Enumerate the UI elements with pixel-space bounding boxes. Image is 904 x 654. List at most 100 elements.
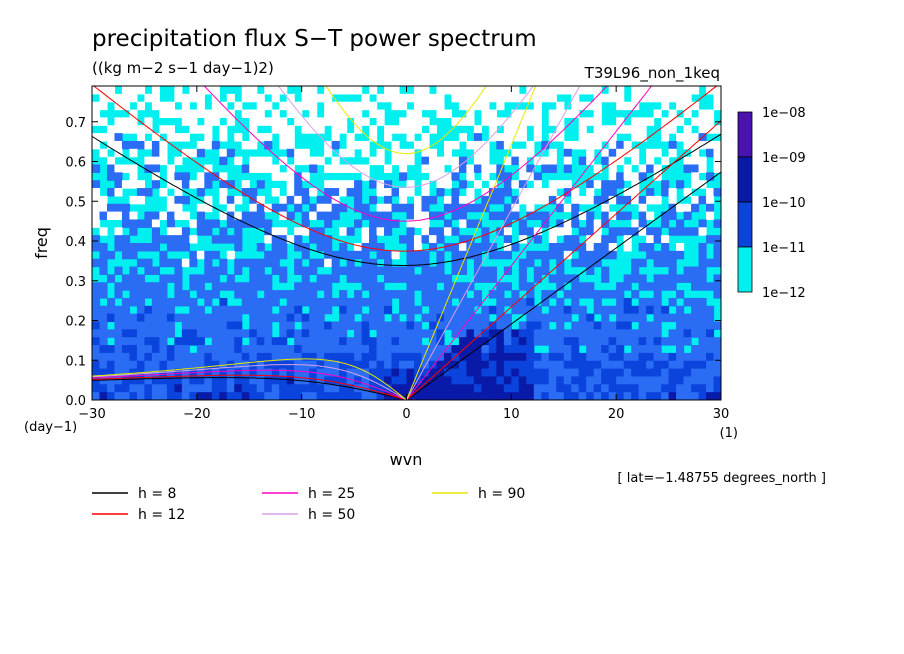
power-cell <box>204 117 213 126</box>
power-cell <box>211 305 220 315</box>
power-cell <box>129 117 138 126</box>
power-cell <box>391 376 400 385</box>
power-cell <box>571 188 580 197</box>
power-cell <box>608 321 617 330</box>
power-cell <box>264 290 273 299</box>
power-cell <box>316 274 325 283</box>
power-cell <box>601 195 610 205</box>
power-cell <box>286 297 295 307</box>
power-cell <box>428 125 438 134</box>
power-cell <box>196 337 205 346</box>
power-cell <box>428 321 438 330</box>
power-cell <box>676 345 685 354</box>
power-cell <box>488 392 497 400</box>
power-cell <box>443 203 453 213</box>
power-cell <box>316 368 325 378</box>
power-cell <box>496 211 505 221</box>
power-cell <box>211 392 220 400</box>
power-cell <box>144 290 153 299</box>
power-cell <box>503 156 512 166</box>
power-cell <box>309 101 318 111</box>
power-cell <box>114 368 123 378</box>
power-cell <box>481 305 490 315</box>
power-cell <box>346 337 355 346</box>
power-cell <box>324 392 333 400</box>
power-cell <box>698 227 707 236</box>
power-cell <box>713 368 721 378</box>
power-cell <box>563 384 572 393</box>
power-cell <box>526 227 535 236</box>
power-cell <box>301 274 310 283</box>
power-cell <box>376 313 385 323</box>
power-cell <box>181 258 190 268</box>
power-cell <box>593 297 602 307</box>
power-cell <box>578 86 587 95</box>
power-cell <box>354 86 363 95</box>
power-cell <box>578 360 587 370</box>
power-cell <box>556 101 565 111</box>
power-cell <box>136 125 146 134</box>
power-cell <box>406 133 415 142</box>
power-cell <box>541 266 550 275</box>
power-cell <box>481 195 490 205</box>
power-cell <box>136 313 146 323</box>
power-cell <box>189 313 198 323</box>
power-cell <box>406 384 415 393</box>
power-cell <box>271 109 280 118</box>
power-cell <box>309 297 318 307</box>
power-cell <box>301 86 310 95</box>
power-cell <box>369 86 378 95</box>
power-cell <box>369 219 378 228</box>
power-cell <box>286 172 295 181</box>
power-cell <box>698 392 707 400</box>
power-cell <box>369 180 378 189</box>
power-cell <box>481 140 490 150</box>
power-cell <box>428 101 438 111</box>
power-cell <box>436 235 445 244</box>
power-cell <box>121 235 131 244</box>
power-cell <box>151 235 160 244</box>
power-cell <box>481 93 490 103</box>
power-cell <box>286 376 295 385</box>
power-cell <box>451 290 460 299</box>
power-cell <box>608 392 617 400</box>
power-cell <box>503 352 512 362</box>
power-cell <box>496 345 505 354</box>
power-cell <box>384 133 393 142</box>
power-cell <box>481 172 490 181</box>
power-cell <box>346 109 355 118</box>
power-cell <box>324 360 333 370</box>
power-cell <box>226 203 235 213</box>
power-cell <box>563 392 572 400</box>
power-cell <box>481 156 490 166</box>
power-cell <box>256 337 265 346</box>
power-cell <box>713 219 721 228</box>
power-cell <box>548 235 557 244</box>
power-cell <box>458 321 468 330</box>
power-cell <box>436 156 445 166</box>
power-cell <box>676 117 685 126</box>
power-cell <box>249 274 258 283</box>
power-cell <box>616 172 625 181</box>
power-cell <box>616 313 625 323</box>
power-cell <box>121 211 131 221</box>
power-cell <box>691 274 700 283</box>
power-cell <box>219 345 228 354</box>
power-cell <box>601 125 610 134</box>
power-cell <box>361 227 370 236</box>
power-cell <box>196 188 205 197</box>
power-cell <box>623 188 632 197</box>
power-cell <box>638 368 647 378</box>
power-cell <box>384 258 393 268</box>
power-cell <box>256 180 265 189</box>
power-cell <box>151 282 160 291</box>
power-cell <box>279 274 288 283</box>
power-cell <box>436 345 445 354</box>
power-cell <box>114 376 123 385</box>
power-cell <box>713 243 721 252</box>
power-cell <box>601 321 610 330</box>
power-cell <box>136 376 146 385</box>
power-cell <box>691 101 700 111</box>
power-cell <box>631 148 640 158</box>
power-cell <box>196 109 205 118</box>
